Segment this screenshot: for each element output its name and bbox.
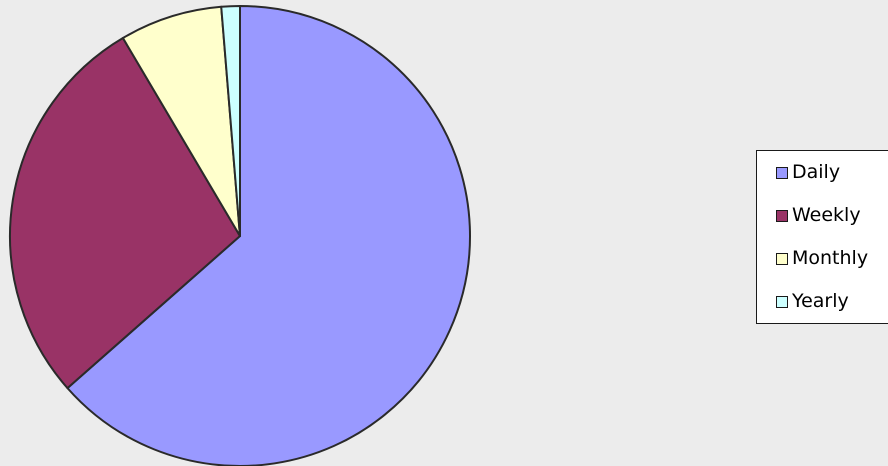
pie-slice-yearly <box>220 5 241 237</box>
legend-label-daily: Daily <box>792 161 841 183</box>
legend-item-daily: Daily <box>757 159 888 202</box>
legend-item-monthly: Monthly <box>757 245 888 288</box>
pie-slice-weekly <box>9 37 241 390</box>
legend-swatch-weekly <box>776 210 788 222</box>
legend-item-yearly: Yearly <box>757 288 888 331</box>
chart-legend: Daily Weekly Monthly Yearly <box>756 150 888 324</box>
legend-label-monthly: Monthly <box>792 247 869 269</box>
legend-swatch-monthly <box>776 253 788 265</box>
legend-label-weekly: Weekly <box>792 204 861 226</box>
legend-swatch-daily <box>776 167 788 179</box>
legend-swatch-yearly <box>776 296 788 308</box>
legend-item-weekly: Weekly <box>757 202 888 245</box>
legend-label-yearly: Yearly <box>792 290 849 312</box>
pie-slice-monthly <box>121 5 241 237</box>
pie-slice-daily <box>66 5 471 466</box>
